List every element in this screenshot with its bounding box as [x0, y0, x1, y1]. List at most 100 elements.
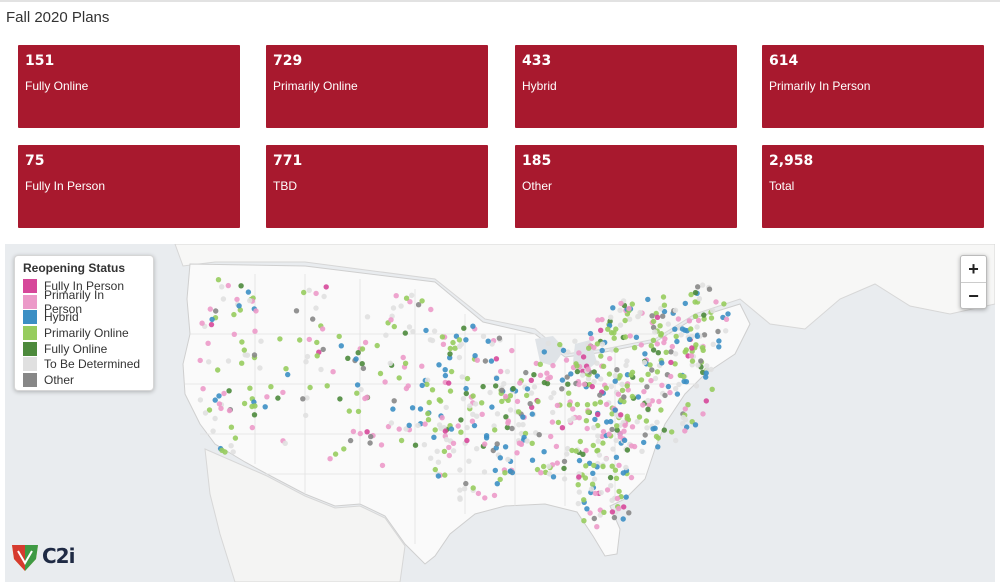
- school-marker[interactable]: [622, 334, 629, 340]
- school-marker[interactable]: [716, 338, 722, 344]
- school-marker[interactable]: [559, 386, 565, 392]
- school-marker[interactable]: [591, 515, 597, 522]
- school-marker[interactable]: [626, 305, 632, 312]
- school-marker[interactable]: [459, 374, 465, 380]
- school-marker[interactable]: [708, 366, 714, 373]
- school-marker[interactable]: [232, 435, 239, 441]
- school-marker[interactable]: [607, 318, 613, 324]
- school-marker[interactable]: [277, 336, 283, 342]
- school-marker[interactable]: [409, 292, 415, 298]
- school-marker[interactable]: [427, 337, 434, 343]
- school-marker[interactable]: [244, 352, 251, 358]
- school-marker[interactable]: [368, 433, 374, 440]
- school-marker[interactable]: [215, 367, 221, 373]
- school-marker[interactable]: [620, 470, 626, 476]
- school-marker[interactable]: [713, 299, 719, 305]
- school-marker[interactable]: [456, 354, 463, 361]
- school-marker[interactable]: [599, 341, 606, 347]
- school-marker[interactable]: [564, 445, 571, 452]
- school-marker[interactable]: [457, 467, 463, 473]
- school-marker[interactable]: [708, 315, 715, 321]
- school-marker[interactable]: [452, 345, 458, 351]
- school-marker[interactable]: [199, 320, 205, 326]
- school-marker[interactable]: [616, 488, 622, 495]
- school-marker[interactable]: [550, 474, 557, 480]
- school-marker[interactable]: [604, 487, 611, 493]
- school-marker[interactable]: [700, 411, 706, 417]
- school-marker[interactable]: [236, 303, 242, 309]
- school-marker[interactable]: [609, 497, 615, 503]
- school-marker[interactable]: [435, 459, 442, 465]
- school-marker[interactable]: [706, 286, 713, 292]
- school-marker[interactable]: [226, 407, 233, 414]
- school-marker[interactable]: [485, 338, 491, 344]
- school-marker[interactable]: [301, 289, 307, 296]
- school-marker[interactable]: [716, 344, 722, 350]
- school-marker[interactable]: [608, 483, 614, 489]
- school-marker[interactable]: [646, 402, 652, 408]
- school-marker[interactable]: [492, 467, 498, 474]
- school-marker[interactable]: [403, 295, 410, 301]
- school-marker[interactable]: [574, 368, 581, 375]
- school-marker[interactable]: [230, 449, 236, 455]
- school-marker[interactable]: [589, 383, 595, 390]
- school-marker[interactable]: [592, 490, 599, 497]
- school-marker[interactable]: [576, 350, 582, 356]
- school-marker[interactable]: [674, 338, 680, 345]
- school-marker[interactable]: [212, 415, 218, 422]
- school-marker[interactable]: [627, 333, 633, 339]
- school-marker[interactable]: [332, 451, 339, 457]
- school-marker[interactable]: [494, 441, 500, 447]
- school-marker[interactable]: [573, 448, 579, 454]
- school-marker[interactable]: [514, 398, 521, 405]
- school-marker[interactable]: [673, 385, 679, 392]
- school-marker[interactable]: [521, 434, 527, 441]
- school-marker[interactable]: [314, 339, 320, 346]
- school-marker[interactable]: [303, 412, 309, 419]
- school-marker[interactable]: [275, 395, 281, 401]
- school-marker[interactable]: [377, 370, 384, 377]
- school-marker[interactable]: [659, 360, 665, 366]
- school-marker[interactable]: [458, 417, 464, 423]
- school-marker[interactable]: [313, 290, 319, 297]
- school-marker[interactable]: [650, 337, 657, 343]
- school-marker[interactable]: [610, 446, 616, 452]
- school-marker[interactable]: [442, 372, 449, 379]
- school-marker[interactable]: [554, 402, 561, 409]
- school-marker[interactable]: [614, 423, 620, 429]
- school-marker[interactable]: [594, 524, 600, 530]
- school-marker[interactable]: [612, 373, 618, 379]
- school-marker[interactable]: [695, 362, 701, 368]
- school-marker[interactable]: [387, 360, 393, 366]
- school-marker[interactable]: [569, 447, 575, 454]
- school-marker[interactable]: [367, 440, 373, 446]
- school-marker[interactable]: [584, 402, 591, 408]
- school-marker[interactable]: [463, 385, 469, 392]
- school-marker[interactable]: [604, 419, 610, 425]
- school-marker[interactable]: [688, 291, 694, 298]
- school-marker[interactable]: [300, 396, 306, 402]
- school-marker[interactable]: [629, 393, 636, 400]
- school-marker[interactable]: [360, 365, 367, 372]
- school-marker[interactable]: [357, 430, 363, 437]
- school-marker[interactable]: [241, 347, 247, 353]
- school-marker[interactable]: [590, 470, 596, 476]
- school-marker[interactable]: [589, 481, 596, 487]
- school-marker[interactable]: [591, 476, 598, 482]
- school-marker[interactable]: [585, 376, 592, 382]
- school-marker[interactable]: [239, 360, 245, 366]
- school-marker[interactable]: [626, 316, 633, 322]
- school-marker[interactable]: [665, 383, 672, 390]
- school-marker[interactable]: [628, 474, 635, 481]
- school-marker[interactable]: [237, 307, 243, 313]
- school-marker[interactable]: [545, 376, 551, 382]
- school-marker[interactable]: [689, 358, 696, 364]
- school-marker[interactable]: [599, 433, 605, 440]
- school-marker[interactable]: [608, 383, 615, 390]
- school-marker[interactable]: [212, 397, 218, 403]
- school-marker[interactable]: [566, 402, 573, 408]
- school-marker[interactable]: [616, 462, 622, 468]
- school-marker[interactable]: [623, 494, 629, 500]
- school-marker[interactable]: [409, 405, 416, 411]
- school-marker[interactable]: [355, 350, 361, 356]
